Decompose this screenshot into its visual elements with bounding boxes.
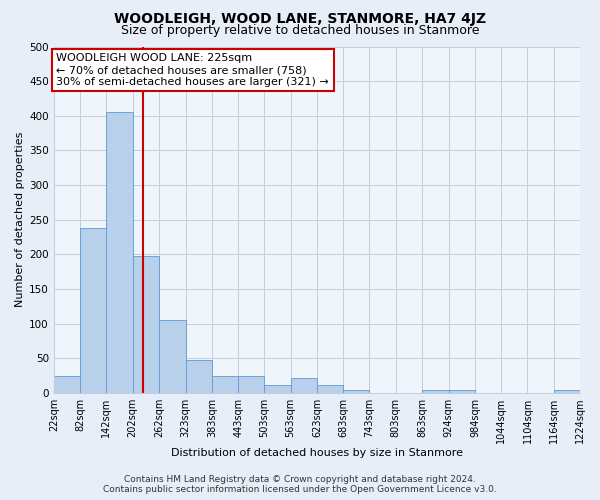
Bar bbox=[238, 376, 265, 393]
Y-axis label: Number of detached properties: Number of detached properties bbox=[15, 132, 25, 308]
Bar bbox=[317, 386, 343, 393]
Text: Contains HM Land Registry data © Crown copyright and database right 2024.
Contai: Contains HM Land Registry data © Crown c… bbox=[103, 474, 497, 494]
Bar bbox=[80, 228, 106, 393]
X-axis label: Distribution of detached houses by size in Stanmore: Distribution of detached houses by size … bbox=[171, 448, 463, 458]
Text: Size of property relative to detached houses in Stanmore: Size of property relative to detached ho… bbox=[121, 24, 479, 37]
Bar bbox=[554, 390, 580, 393]
Bar bbox=[185, 360, 212, 393]
Bar bbox=[449, 390, 475, 393]
Bar bbox=[290, 378, 317, 393]
Bar bbox=[422, 390, 449, 393]
Bar bbox=[106, 112, 133, 393]
Bar bbox=[212, 376, 238, 393]
Text: WOODLEIGH WOOD LANE: 225sqm
← 70% of detached houses are smaller (758)
30% of se: WOODLEIGH WOOD LANE: 225sqm ← 70% of det… bbox=[56, 54, 329, 86]
Bar bbox=[265, 384, 290, 393]
Text: WOODLEIGH, WOOD LANE, STANMORE, HA7 4JZ: WOODLEIGH, WOOD LANE, STANMORE, HA7 4JZ bbox=[114, 12, 486, 26]
Bar bbox=[54, 376, 80, 393]
Bar bbox=[343, 390, 370, 393]
Bar bbox=[159, 320, 185, 393]
Bar bbox=[133, 256, 159, 393]
